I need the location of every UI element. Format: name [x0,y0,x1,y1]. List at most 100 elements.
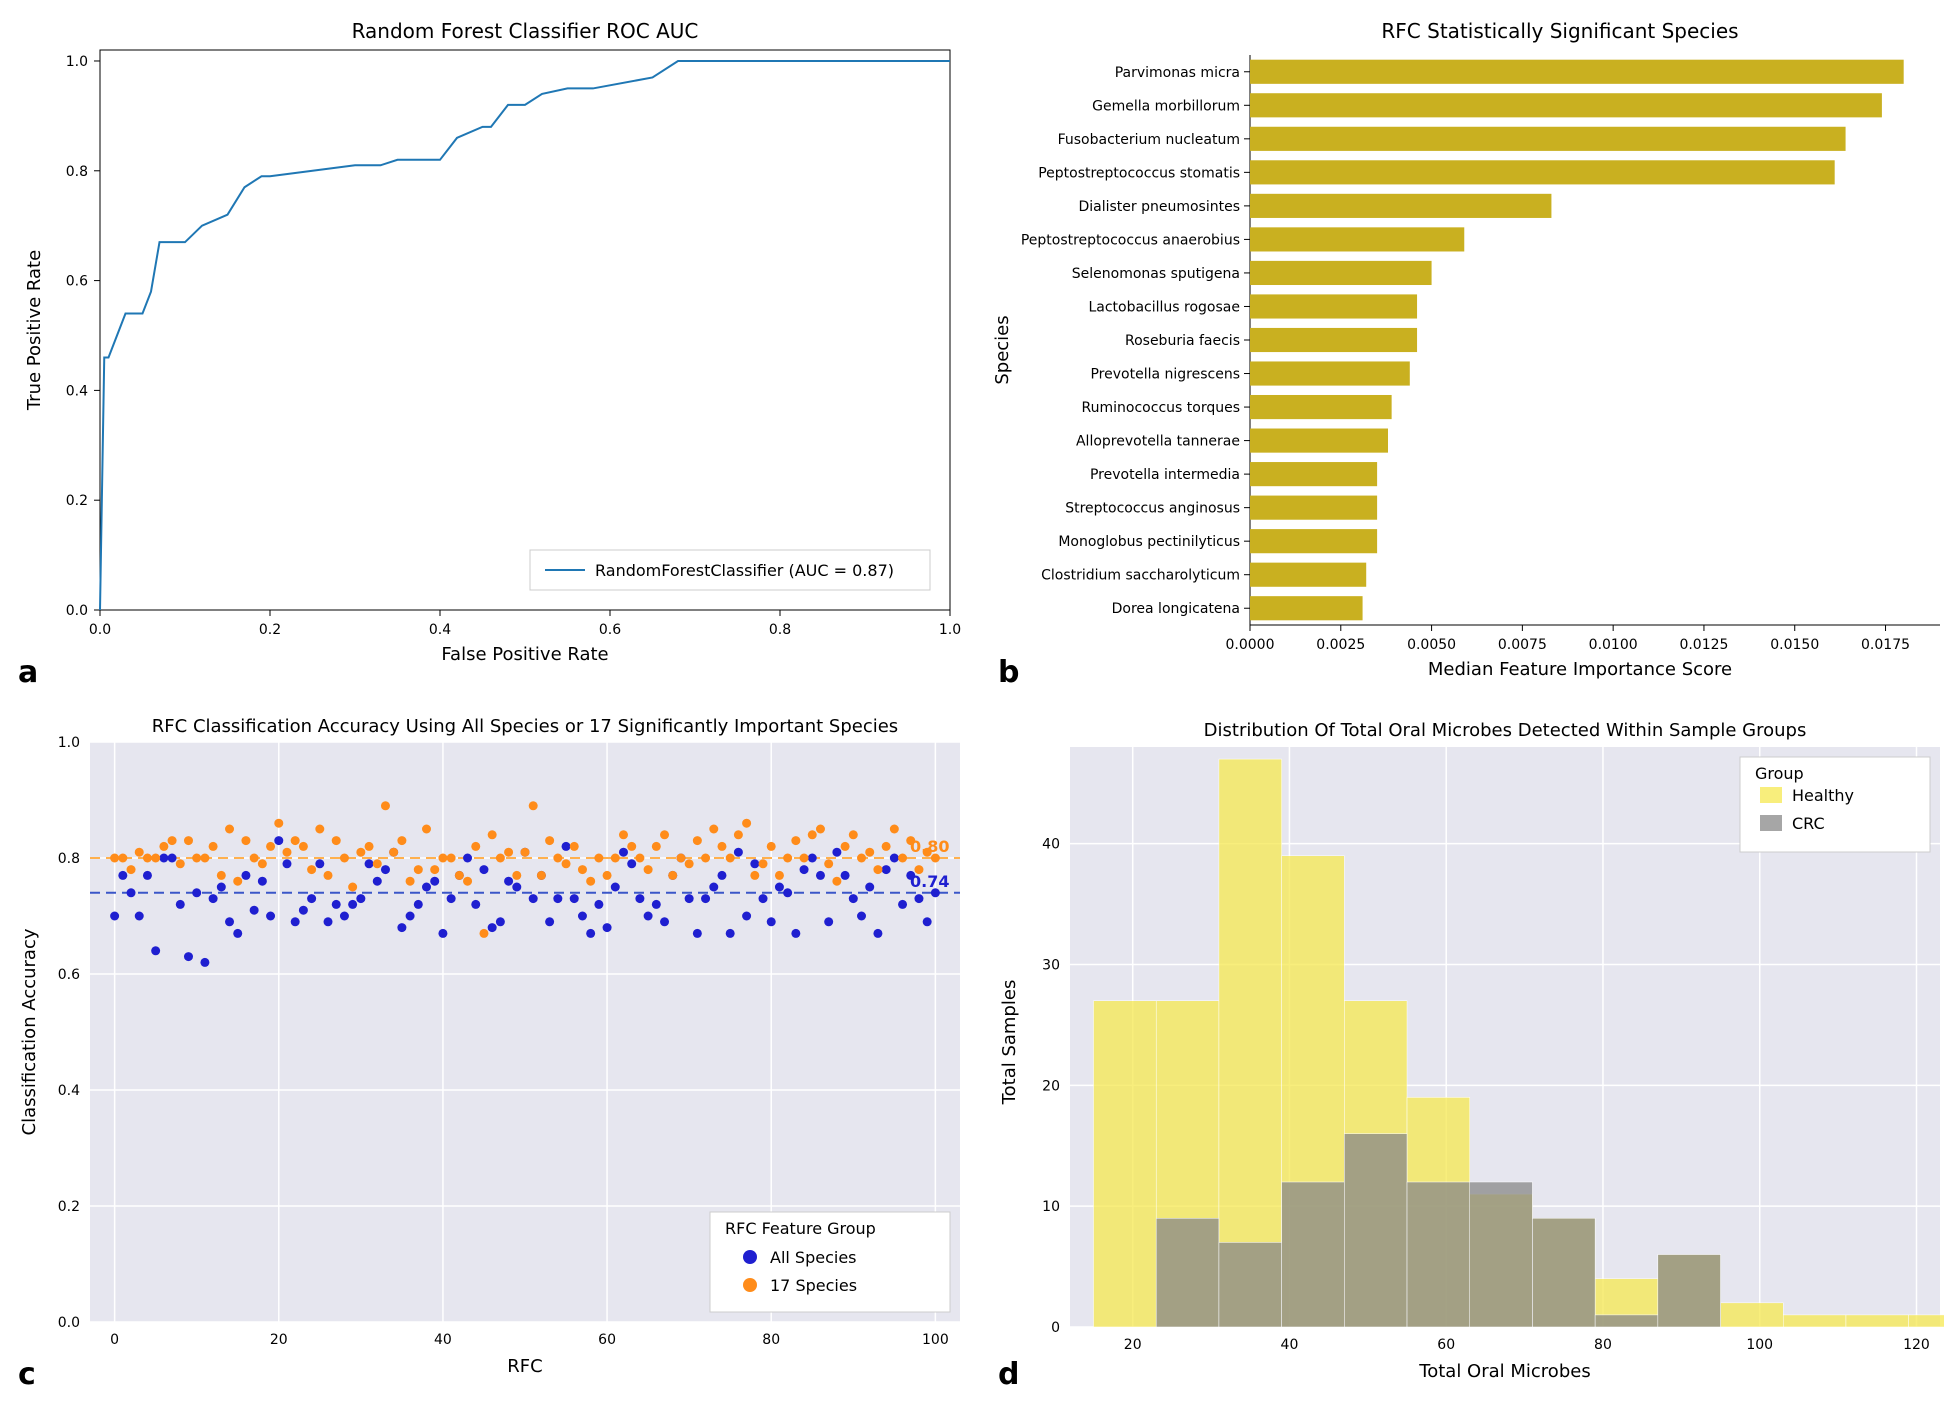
svg-text:0.2: 0.2 [259,622,281,638]
scatter-point [832,877,841,886]
scatter-point [923,917,932,926]
histogram-chart: 20406080100120010203040GroupHealthyCRC D… [990,712,1944,1392]
chart-title: Random Forest Classifier ROC AUC [352,19,699,43]
panel-a: 0.00.20.40.60.81.00.00.20.40.60.81.0Rand… [10,10,970,692]
chart-title: RFC Classification Accuracy Using All Sp… [152,716,898,737]
scatter-point [791,836,800,845]
svg-text:0.74: 0.74 [910,872,949,891]
svg-text:10: 10 [1042,1199,1060,1215]
scatter-point [381,865,390,874]
scatter-point [233,877,242,886]
scatter-point [110,912,119,921]
svg-text:0.2: 0.2 [66,493,88,509]
scatter-point [537,871,546,880]
svg-text:20: 20 [1124,1337,1142,1353]
scatter-point [594,900,603,909]
scatter-point [553,894,562,903]
scatter-point [914,894,923,903]
scatter-point [414,865,423,874]
svg-text:Streptococcus anginosus: Streptococcus anginosus [1065,501,1240,517]
accuracy-scatter: 0204060801000.00.20.40.60.81.00.740.80RF… [10,712,970,1392]
scatter-point [816,825,825,834]
bar [1250,93,1882,117]
scatter-point [726,854,735,863]
scatter-point [570,842,579,851]
svg-text:80: 80 [762,1332,780,1348]
svg-text:0: 0 [110,1332,119,1348]
scatter-point [258,877,267,886]
scatter-point [545,917,554,926]
scatter-point [668,871,677,880]
y-axis-label: Species [992,315,1013,384]
scatter-point [143,871,152,880]
scatter-point [438,929,447,938]
scatter-point [299,842,308,851]
y-axis-label: Classification Accuracy [19,928,40,1135]
svg-text:Ruminococcus torques: Ruminococcus torques [1082,400,1240,416]
scatter-point [865,883,874,892]
scatter-point [808,830,817,839]
svg-text:60: 60 [1437,1337,1455,1353]
scatter-point [865,848,874,857]
scatter-point [832,848,841,857]
scatter-point [685,894,694,903]
svg-text:1.0: 1.0 [939,622,961,638]
scatter-point [709,883,718,892]
scatter-point [931,854,940,863]
scatter-point [430,865,439,874]
scatter-point [455,871,464,880]
scatter-point [151,946,160,955]
svg-text:Dorea longicatena: Dorea longicatena [1112,601,1240,617]
scatter-point [578,865,587,874]
svg-text:0.6: 0.6 [58,967,80,983]
scatter-point [824,859,833,868]
scatter-point [701,854,710,863]
svg-text:0.8: 0.8 [66,164,88,180]
scatter-point [250,906,259,915]
scatter-point [808,854,817,863]
scatter-point [406,877,415,886]
bar [1250,227,1464,251]
hist-bar [1532,1218,1595,1327]
svg-text:60: 60 [598,1332,616,1348]
hist-bar [1721,1303,1784,1327]
svg-text:CRC: CRC [1792,814,1825,833]
bar [1250,462,1377,486]
svg-text:0.0150: 0.0150 [1770,637,1819,653]
scatter-point [471,842,480,851]
scatter-point [397,836,406,845]
scatter-point [841,842,850,851]
hist-bar [1595,1315,1658,1327]
scatter-point [504,848,513,857]
scatter-point [906,871,915,880]
scatter-point [824,917,833,926]
scatter-point [652,900,661,909]
scatter-point [849,830,858,839]
scatter-point [890,825,899,834]
svg-text:Alloprevotella tannerae: Alloprevotella tannerae [1076,434,1240,450]
svg-text:0.0025: 0.0025 [1316,637,1365,653]
scatter-point [200,958,209,967]
scatter-point [324,871,333,880]
scatter-point [800,865,809,874]
hist-bar [1219,1242,1282,1327]
scatter-point [488,923,497,932]
scatter-point [373,859,382,868]
scatter-point [742,912,751,921]
scatter-point [652,842,661,851]
svg-text:20: 20 [270,1332,288,1348]
scatter-point [127,888,136,897]
scatter-point [603,923,612,932]
svg-text:0.8: 0.8 [769,622,791,638]
scatter-point [291,917,300,926]
scatter-point [759,859,768,868]
hist-bar [1407,1182,1470,1327]
scatter-point [496,917,505,926]
roc-chart: 0.00.20.40.60.81.00.00.20.40.60.81.0Rand… [10,10,970,690]
svg-text:0.6: 0.6 [66,274,88,290]
scatter-point [250,854,259,863]
scatter-point [315,859,324,868]
scatter-point [734,848,743,857]
scatter-point [512,871,521,880]
scatter-point [660,917,669,926]
